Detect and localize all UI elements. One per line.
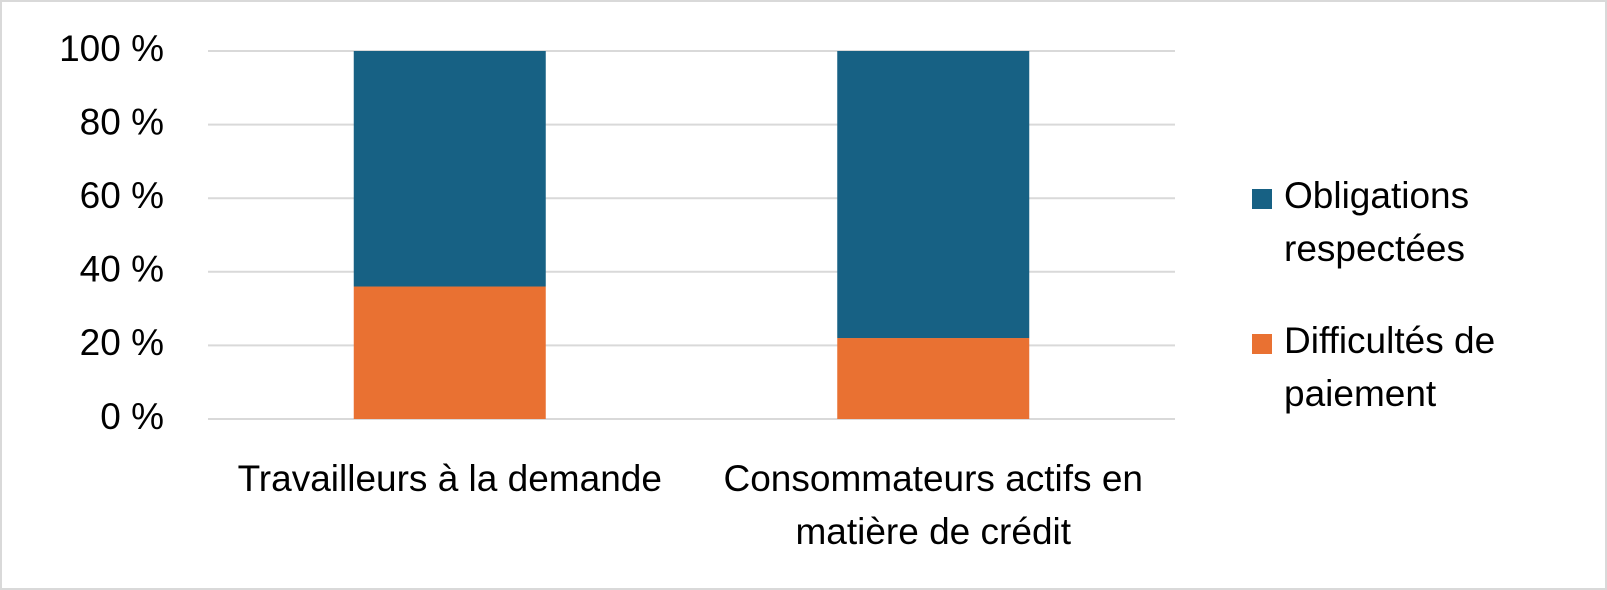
bar-segment (353, 51, 546, 287)
y-tick-label: 80 % (80, 101, 164, 142)
y-tick-label: 100 % (59, 28, 164, 69)
legend-label: Obligations respectées (1284, 175, 1470, 269)
x-tick-label: Travailleurs à la demande (237, 458, 662, 499)
bar-segment (837, 338, 1030, 419)
legend-label: Difficultés de paiement (1284, 320, 1496, 414)
y-tick-label: 0 % (100, 396, 164, 437)
bar-segment (837, 51, 1030, 339)
bar-segment (353, 286, 546, 419)
x-tick-label: Consommateurs actifs en matière de crédi… (723, 458, 1143, 552)
y-tick-label: 60 % (80, 175, 164, 216)
y-tick-label: 40 % (80, 249, 164, 290)
legend-swatch (1252, 334, 1272, 354)
y-tick-label: 20 % (80, 322, 164, 363)
legend-swatch (1252, 189, 1272, 209)
